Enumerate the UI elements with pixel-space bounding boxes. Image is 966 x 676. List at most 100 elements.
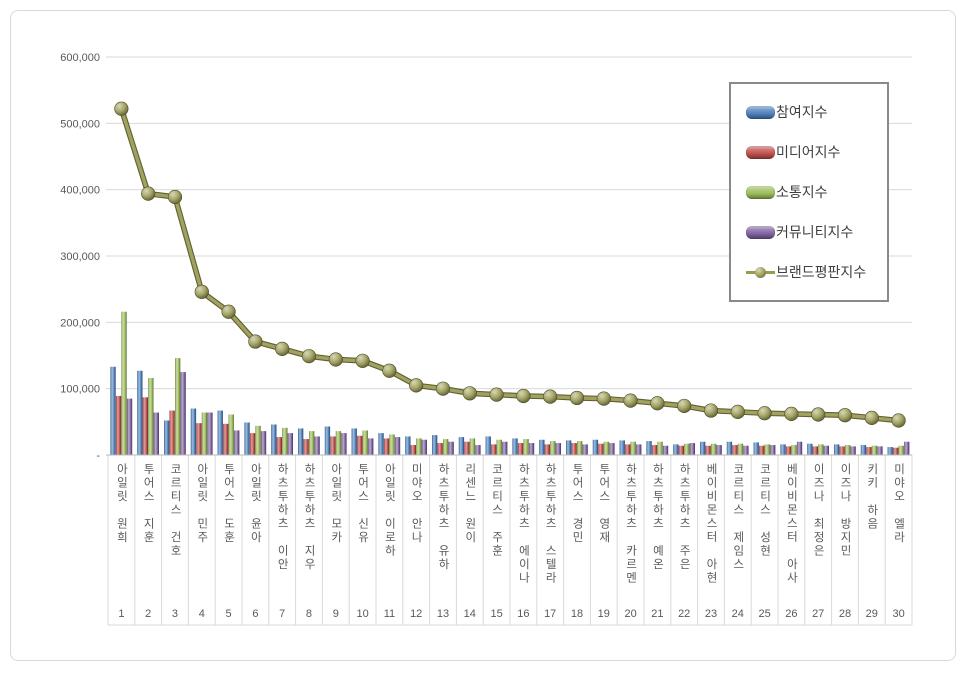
line-marker [730, 404, 745, 419]
bar [330, 436, 336, 455]
y-tick-label: 200,000 [60, 317, 100, 329]
line-marker [677, 398, 692, 414]
bar [282, 427, 288, 455]
bar [234, 430, 240, 455]
bar [190, 408, 197, 455]
bar [636, 444, 642, 455]
line-marker [891, 413, 906, 428]
bar [378, 433, 384, 455]
line-marker [650, 396, 665, 411]
bar [475, 445, 481, 455]
line-marker [757, 406, 772, 421]
legend-label: 커뮤니티지수 [776, 224, 854, 240]
bar-swatch-icon [746, 225, 775, 239]
bar [432, 435, 438, 455]
bar [228, 414, 234, 455]
bar [785, 446, 792, 455]
bar [726, 441, 733, 455]
bar [770, 445, 776, 455]
line-marker [114, 101, 129, 116]
bar [566, 440, 572, 455]
line-marker [409, 378, 424, 393]
bar [207, 412, 213, 455]
bar [448, 441, 454, 455]
bar [437, 443, 443, 455]
bar [137, 370, 143, 455]
bar [700, 441, 706, 455]
legend-label: 소통지수 [776, 184, 828, 200]
bar [898, 445, 904, 455]
y-tick-label: 600,000 [60, 52, 100, 64]
bar [287, 433, 293, 455]
line-marker [703, 403, 719, 418]
bar [314, 436, 320, 455]
bar [517, 443, 524, 455]
line-marker [141, 186, 156, 201]
bar [126, 398, 133, 455]
line-marker [462, 386, 477, 401]
line-marker [301, 349, 317, 364]
legend-label: 브랜드평판지수 [776, 264, 867, 280]
line-marker [569, 390, 585, 406]
bar [812, 446, 818, 455]
bar [196, 423, 202, 455]
line-marker [516, 388, 531, 404]
bar [223, 423, 229, 455]
line-marker [811, 407, 826, 422]
bar [458, 437, 465, 455]
bar [834, 444, 840, 455]
line-marker [543, 389, 558, 404]
bar [689, 443, 695, 455]
line-marker [864, 410, 879, 425]
bar [303, 439, 309, 455]
legend-item-community-index: 커뮤니티지수 [746, 222, 883, 242]
bar [271, 424, 277, 455]
line-marker [221, 304, 236, 319]
bar [164, 420, 170, 455]
bar [818, 444, 824, 455]
bar [555, 443, 561, 455]
bar [678, 445, 684, 455]
bar [705, 445, 711, 455]
bar [684, 443, 690, 455]
bar [341, 433, 347, 455]
bar [416, 438, 422, 455]
bar [528, 443, 535, 455]
bar [823, 445, 829, 455]
line-marker [167, 189, 183, 205]
bar [673, 444, 679, 455]
bar [791, 445, 797, 455]
bar [780, 444, 786, 455]
bar [550, 441, 556, 455]
bar [244, 422, 250, 455]
bar [148, 378, 154, 455]
bar [887, 447, 893, 455]
bar [711, 443, 717, 455]
line-marker [784, 406, 799, 421]
bar [121, 311, 127, 455]
bar [877, 446, 883, 455]
bar [175, 358, 181, 455]
line-marker [623, 393, 638, 408]
legend-item-participation-index: 참여지수 [746, 102, 883, 122]
bar [169, 410, 175, 455]
bar [743, 445, 749, 455]
bar [544, 444, 550, 455]
bar [893, 447, 899, 455]
bar [405, 436, 411, 455]
bar [389, 434, 395, 455]
legend-label: 미디어지수 [776, 144, 841, 160]
bar [368, 438, 374, 455]
bar [732, 445, 738, 455]
line-marker [194, 284, 209, 299]
bar-swatch-icon [746, 105, 775, 119]
bar [351, 428, 357, 455]
bar [153, 412, 159, 455]
bar [469, 438, 476, 455]
legend: 참여지수 미디어지수 소통지수 커뮤니티지수 브랜드평판지수 [729, 82, 889, 302]
bar [523, 439, 529, 455]
line-marker [355, 353, 370, 368]
y-tick-label: - [96, 450, 100, 462]
bar [657, 441, 663, 455]
